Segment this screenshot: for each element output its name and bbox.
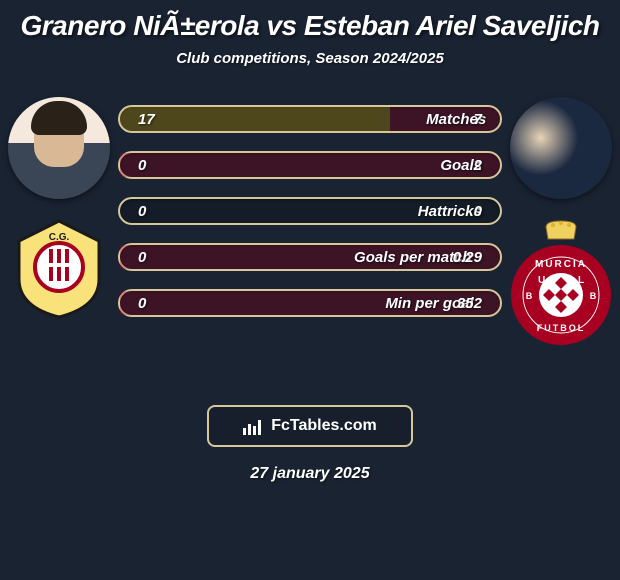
svg-text:B: B	[590, 291, 597, 301]
stat-row-matches: 17Matches7	[118, 105, 502, 133]
player-left-column: C.G.	[8, 97, 110, 319]
stat-right-value: 7	[474, 111, 482, 128]
stat-label: Hattricks	[418, 203, 482, 220]
stat-left-value: 17	[138, 111, 155, 128]
club-right-crest: MURCIA FUTBOL B B U L	[511, 219, 611, 369]
stats-column: 17Matches70Goals20Hattricks00Goals per m…	[118, 97, 502, 317]
stat-row-hattricks: 0Hattricks0	[118, 197, 502, 225]
stat-fill-left	[120, 107, 390, 131]
comparison-card: Granero NiÃ±erola vs Esteban Ariel Savel…	[0, 0, 620, 493]
svg-text:C.G.: C.G.	[49, 232, 70, 243]
stat-left-value: 0	[138, 295, 146, 312]
brand-badge: FcTables.com	[207, 405, 413, 447]
svg-text:L: L	[578, 275, 584, 286]
stat-left-value: 0	[138, 203, 146, 220]
svg-text:B: B	[526, 291, 533, 301]
svg-text:MURCIA: MURCIA	[535, 259, 587, 270]
stat-right-value: 0	[474, 203, 482, 220]
page-title: Granero NiÃ±erola vs Esteban Ariel Savel…	[0, 10, 620, 42]
stat-row-goals: 0Goals2	[118, 151, 502, 179]
brand-text: FcTables.com	[271, 417, 377, 435]
date-text: 27 january 2025	[0, 465, 620, 483]
stat-left-value: 0	[138, 249, 146, 266]
stat-right-value: 352	[457, 295, 482, 312]
player-left-avatar	[8, 97, 110, 199]
stat-row-min-per-goal: 0Min per goal352	[118, 289, 502, 317]
player-right-avatar	[510, 97, 612, 199]
club-left-crest: C.G.	[9, 219, 109, 319]
comparison-area: C.G. 17Matches70Goals20Hattricks00Goals …	[0, 97, 620, 369]
svg-text:FUTBOL: FUTBOL	[537, 323, 586, 333]
stat-right-value: 2	[474, 157, 482, 174]
stat-right-value: 0.29	[453, 249, 482, 266]
brand-chart-icon	[243, 417, 263, 435]
svg-text:U: U	[538, 275, 545, 286]
player-right-column: MURCIA FUTBOL B B U L	[510, 97, 612, 369]
footer: FcTables.com 27 january 2025	[0, 405, 620, 483]
stat-row-goals-per-match: 0Goals per match0.29	[118, 243, 502, 271]
stat-left-value: 0	[138, 157, 146, 174]
subtitle: Club competitions, Season 2024/2025	[0, 50, 620, 67]
